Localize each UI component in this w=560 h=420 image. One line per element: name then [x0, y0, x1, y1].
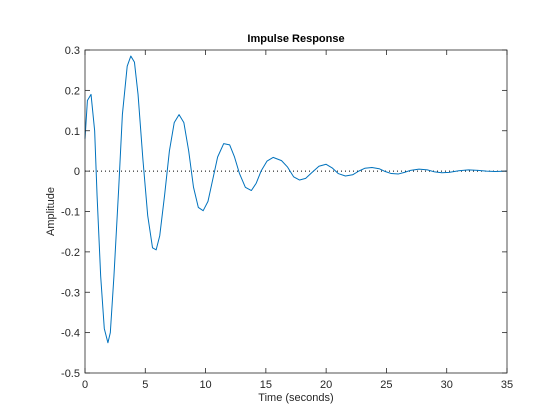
y-tick-label-5: -0.2 [61, 247, 80, 259]
plot-area [85, 50, 507, 373]
x-tick-label-0: 0 [82, 379, 88, 391]
y-tick-label-4: -0.1 [61, 207, 80, 219]
x-tick-label-2: 10 [199, 379, 211, 391]
y-axis-ticks: 0.3 0.2 0.1 0 -0.1 -0.2 -0.3 -0.4 -0.5 [61, 45, 507, 380]
chart-title: Impulse Response [247, 33, 344, 45]
y-tick-label-1: 0.2 [65, 85, 80, 97]
x-axis-ticks: 0 5 10 15 20 25 30 35 [82, 50, 513, 391]
y-tick-label-7: -0.4 [61, 328, 80, 340]
y-tick-label-0: 0.3 [65, 45, 80, 57]
y-tick-label-3: 0 [74, 166, 80, 178]
x-tick-label-1: 5 [142, 379, 148, 391]
series-line-1 [84, 55, 508, 344]
y-axis-label: Amplitude [45, 187, 57, 236]
x-tick-label-3: 15 [260, 379, 272, 391]
x-tick-label-4: 20 [320, 379, 332, 391]
x-tick-label-6: 30 [441, 379, 453, 391]
series-group [84, 55, 508, 344]
x-tick-label-7: 35 [501, 379, 513, 391]
y-tick-label-2: 0.1 [65, 126, 80, 138]
y-tick-label-6: -0.3 [61, 287, 80, 299]
x-axis-label: Time (seconds) [258, 392, 333, 404]
y-tick-label-8: -0.5 [61, 368, 80, 380]
x-tick-label-5: 25 [380, 379, 392, 391]
